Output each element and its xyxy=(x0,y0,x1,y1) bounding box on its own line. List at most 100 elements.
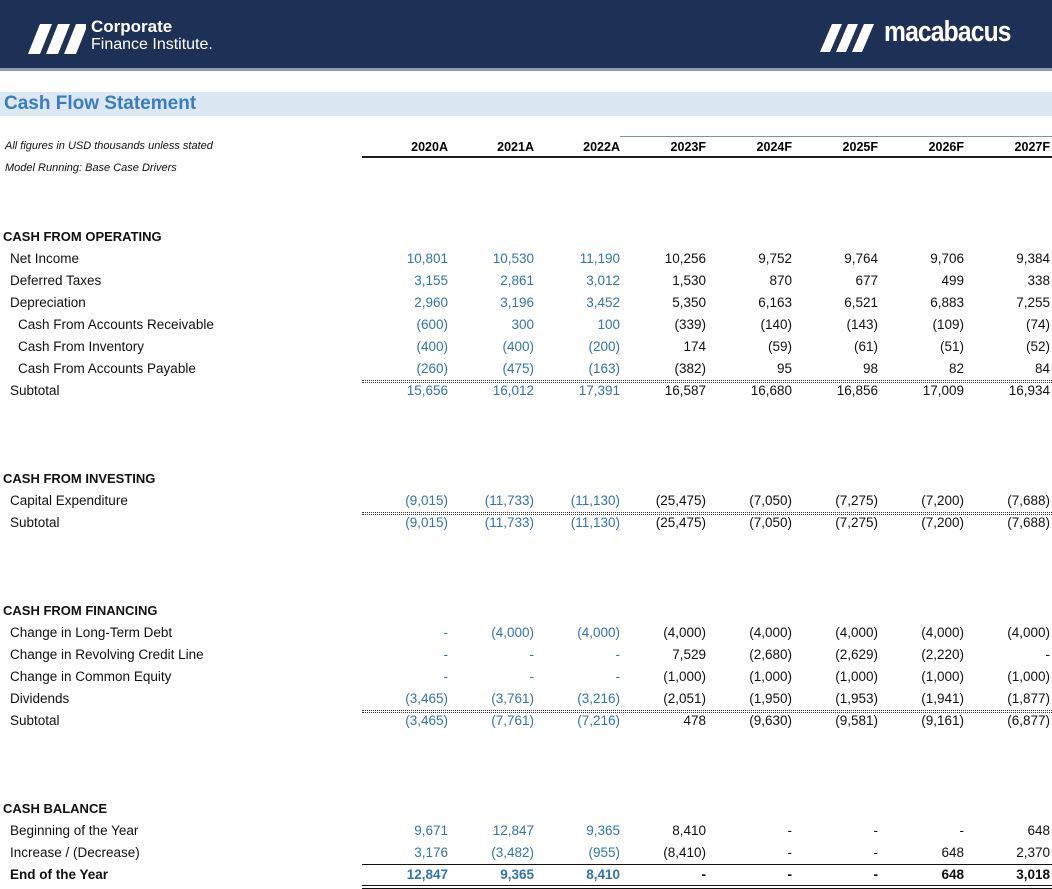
column-header: 2022A xyxy=(583,140,620,154)
note: All figures in USD thousands unless stat… xyxy=(5,140,213,152)
cell-value: (59) xyxy=(767,339,792,354)
row-label: Cash From Inventory xyxy=(18,339,145,354)
row-label: Dividends xyxy=(10,691,70,706)
cell-value: (2,220) xyxy=(921,647,964,662)
cell-value: 8,410 xyxy=(586,867,620,882)
row-label: Change in Common Equity xyxy=(10,669,172,684)
logo-text: macabacus xyxy=(884,16,1012,48)
cell-value: 870 xyxy=(769,273,792,288)
cell-value: 3,018 xyxy=(1016,867,1050,882)
cell-value: (163) xyxy=(588,361,620,376)
cell-value: - xyxy=(615,669,621,684)
cell-value: 3,452 xyxy=(586,295,620,310)
cell-value: (11,130) xyxy=(570,493,620,508)
cell-value: 3,155 xyxy=(414,273,448,288)
cell-value: - xyxy=(873,823,879,838)
cell-value: (3,465) xyxy=(405,713,448,728)
column-header: 2025F xyxy=(842,140,878,154)
cell-value: - xyxy=(959,823,965,838)
cell-value: (4,000) xyxy=(835,625,878,640)
cell-value: (600) xyxy=(416,317,448,332)
cell-value: (339) xyxy=(674,317,706,332)
row-label: Change in Long-Term Debt xyxy=(10,625,173,640)
cell-value: 12,847 xyxy=(406,867,448,882)
cell-value: (7,275) xyxy=(835,493,878,508)
cell-value: (9,161) xyxy=(921,713,964,728)
cell-value: 7,529 xyxy=(672,647,706,662)
cell-value: (7,200) xyxy=(921,493,964,508)
column-header: 2027F xyxy=(1014,140,1050,154)
cell-value: - xyxy=(443,625,449,640)
row-label: Increase / (Decrease) xyxy=(10,845,140,860)
cell-value: (4,000) xyxy=(577,625,620,640)
section-header: CASH FROM OPERATING xyxy=(3,229,162,244)
cell-value: 95 xyxy=(776,361,792,376)
cell-value: (74) xyxy=(1025,317,1050,332)
note: Model Running: Base Case Drivers xyxy=(5,162,177,174)
cell-value: 16,012 xyxy=(492,383,534,398)
cell-value: (25,475) xyxy=(655,515,706,530)
cell-value: 17,391 xyxy=(578,383,620,398)
cell-value: (1,877) xyxy=(1007,691,1050,706)
column-header: 2020A xyxy=(411,140,448,154)
cell-value: 677 xyxy=(855,273,878,288)
row-label: End of the Year xyxy=(10,867,109,882)
cell-value: (61) xyxy=(853,339,878,354)
cell-value: 10,801 xyxy=(406,251,448,266)
cell-value: (1,000) xyxy=(1007,669,1050,684)
cell-value: - xyxy=(443,669,449,684)
cell-value: 98 xyxy=(862,361,878,376)
cell-value: (9,015) xyxy=(405,515,448,530)
cell-value: 82 xyxy=(948,361,964,376)
row-label: Change in Revolving Credit Line xyxy=(10,647,204,662)
cell-value: 7,255 xyxy=(1016,295,1050,310)
cell-value: (400) xyxy=(502,339,534,354)
subtotal-rule xyxy=(362,382,1052,383)
cell-value: (7,050) xyxy=(749,493,792,508)
cell-value: (140) xyxy=(760,317,792,332)
row-label: Subtotal xyxy=(10,515,60,530)
cell-value: (955) xyxy=(588,845,620,860)
cell-value: 9,365 xyxy=(500,867,534,882)
cell-value: (6,877) xyxy=(1007,713,1050,728)
cell-value: (400) xyxy=(416,339,448,354)
macabacus-logo-mark xyxy=(820,24,874,52)
logo-text: Corporate xyxy=(91,17,173,36)
subtotal-rule xyxy=(362,710,1052,711)
cell-value: - xyxy=(873,867,879,882)
cell-value: 12,847 xyxy=(492,823,534,838)
row-label: Subtotal xyxy=(10,713,60,728)
cell-value: 17,009 xyxy=(922,383,964,398)
cell-value: (11,733) xyxy=(484,493,534,508)
cell-value: 16,856 xyxy=(836,383,878,398)
cell-value: (52) xyxy=(1025,339,1050,354)
cell-value: 9,365 xyxy=(586,823,620,838)
cell-value: 15,656 xyxy=(406,383,448,398)
cell-value: (9,581) xyxy=(835,713,878,728)
subtotal-rule xyxy=(362,514,1052,515)
cell-value: 499 xyxy=(941,273,964,288)
cell-value: (200) xyxy=(588,339,620,354)
row-label: Subtotal xyxy=(10,383,60,398)
cell-value: 10,256 xyxy=(664,251,706,266)
cell-value: - xyxy=(529,647,535,662)
column-header: 2024F xyxy=(756,140,792,154)
subtotal-rule xyxy=(362,512,1052,513)
cell-value: (1,000) xyxy=(749,669,792,684)
cell-value: 8,410 xyxy=(672,823,706,838)
row-label: Deferred Taxes xyxy=(10,273,102,288)
cell-value: 648 xyxy=(941,867,964,882)
cell-value: 300 xyxy=(511,317,534,332)
cell-value: (9,015) xyxy=(405,493,448,508)
section-header: CASH FROM INVESTING xyxy=(3,471,156,486)
cell-value: 338 xyxy=(1027,273,1050,288)
cell-value: 16,587 xyxy=(664,383,706,398)
title-bar: Cash Flow Statement xyxy=(0,92,1052,116)
row-label: Capital Expenditure xyxy=(10,493,128,508)
cell-value: (475) xyxy=(502,361,534,376)
cell-value: (1,000) xyxy=(921,669,964,684)
cell-value: 84 xyxy=(1034,361,1050,376)
cell-value: 9,706 xyxy=(930,251,964,266)
cell-value: 2,960 xyxy=(414,295,448,310)
